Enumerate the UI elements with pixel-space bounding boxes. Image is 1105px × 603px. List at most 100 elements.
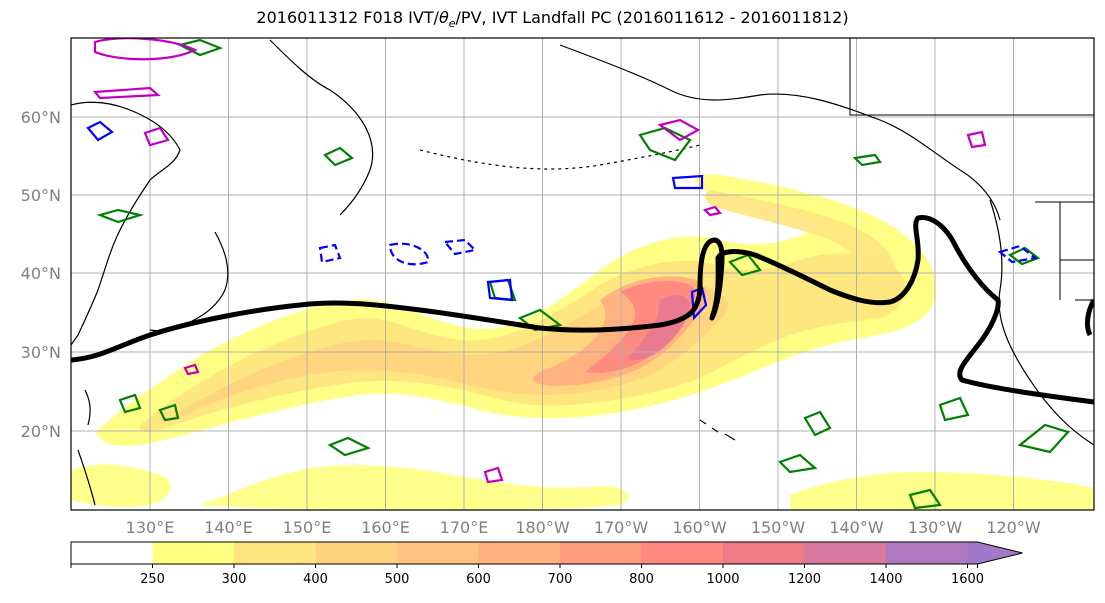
pv-positive-contour (143, 126, 170, 147)
colorbar-tick-label: 800 (629, 572, 654, 587)
colorbar-segment (723, 542, 805, 564)
pv-negative-contour (442, 238, 478, 256)
pv-negative-contour (486, 278, 514, 302)
colorbar-tick-label: 1600 (951, 572, 984, 587)
kamchatka-coastline (269, 39, 374, 216)
longitude-label: 120°W (986, 518, 1041, 537)
taiwan-philippines (77, 389, 96, 506)
map-background (71, 38, 1094, 510)
latitude-label: 50°N (21, 186, 61, 205)
political-boundaries (849, 38, 1094, 301)
latitude-label: 30°N (21, 343, 61, 362)
colorbar-tick-label: 250 (140, 572, 165, 587)
theta-e-contour (96, 208, 145, 224)
pv-positive-contour (657, 118, 701, 142)
latitude-label: 20°N (21, 422, 61, 441)
longitude-label: 150°W (751, 518, 806, 537)
colorbar-segment (152, 542, 235, 564)
longitude-label: 160°W (672, 518, 727, 537)
longitude-labels: 130°E 140°E 150°E 160°E 170°E 180°W 170°W 160°W… (126, 518, 1041, 537)
figure-title: 2016011312 F018 IVT/θe/PV, IVT Landfall … (0, 8, 1105, 30)
ivt-southern-strip-east (790, 471, 1094, 510)
colorbar-segment (641, 542, 724, 564)
title-theta: θ (438, 8, 449, 27)
latitude-label: 60°N (21, 108, 61, 127)
ivt-northern-ribbon (705, 190, 899, 312)
colorbar-segment (234, 542, 316, 564)
colorbar-tick-label: 1200 (788, 572, 821, 587)
longitude-label: 140°E (204, 518, 253, 537)
colorbar-segment (886, 542, 968, 564)
coastlines (71, 39, 1094, 506)
colorbar-tick-label: 600 (466, 572, 491, 587)
longitude-label: 140°W (829, 518, 884, 537)
colorbar-segment (478, 542, 561, 564)
theta-e-contour (777, 453, 818, 474)
longitude-label: 170°E (440, 518, 489, 537)
landfall-pc-contour (71, 214, 1094, 405)
pv-negative-contour (318, 243, 342, 264)
theta-e-contour (327, 436, 371, 457)
theta-e-contour (938, 396, 970, 422)
colorbar-extend-arrow (967, 542, 1023, 564)
us-state-lines (1059, 202, 1094, 301)
colorbar: 250 300 400 500 600 700 800 1000 1200 1400 1600 (70, 541, 1023, 587)
theta-e-contour (323, 146, 355, 167)
theta-e-contour (118, 393, 142, 414)
pv-positive-contour (966, 130, 987, 149)
asia-coastline (71, 101, 181, 346)
longitude-label: 160°E (361, 518, 410, 537)
theta-e-contour (158, 403, 180, 422)
graticule (71, 38, 1094, 510)
title-prefix: 2016011312 F018 IVT/ (256, 8, 439, 27)
pv-contours (86, 38, 1038, 484)
colorbar-tick-label: 1400 (869, 572, 902, 587)
title-suffix: /PV, IVT Landfall PC (2016011612 - 20160… (455, 8, 849, 27)
theta-e-contour (803, 410, 832, 437)
colorbar-tick-label: 300 (222, 572, 247, 587)
colorbar-segment (804, 542, 887, 564)
pv-positive-contour (183, 363, 200, 376)
theta-e-contour (1017, 423, 1070, 454)
hawaii-islands (699, 419, 736, 441)
longitude-label: 180°W (515, 518, 570, 537)
colorbar-tick-label: 500 (385, 572, 410, 587)
canada-boundary (849, 38, 1094, 116)
pv-negative-contour (671, 174, 704, 190)
latitude-labels: 60°N 50°N 40°N 30°N 20°N (21, 108, 61, 441)
theta-e-contour (728, 253, 762, 277)
colorbar-segment (71, 542, 153, 564)
pv-positive-contour (92, 86, 161, 100)
colorbar-segment (315, 542, 398, 564)
latitude-label: 40°N (21, 264, 61, 283)
north-america-coastline (989, 199, 1094, 446)
longitude-label: 170°W (594, 518, 649, 537)
theta-e-contour (908, 488, 942, 510)
map-frame (70, 37, 1095, 511)
theta-e-contour (1007, 246, 1041, 266)
colorbar-segment (397, 542, 479, 564)
colorbar-tick-label: 400 (303, 572, 328, 587)
colorbar-outline (70, 541, 1023, 565)
aleutian-islands (419, 144, 701, 170)
longitude-label: 130°W (908, 518, 963, 537)
landfall-pc-line (71, 214, 1094, 405)
theta-e-contour (638, 126, 692, 162)
landfall-pc-line-east (1084, 298, 1094, 337)
title-theta-subscript: e (448, 17, 456, 31)
pv-negative-contour (86, 120, 114, 142)
colorbar-segment (560, 542, 642, 564)
ivt-western-strip (71, 464, 171, 508)
colorbar-tick-label: 700 (548, 572, 573, 587)
theta-e-contour (852, 153, 882, 167)
pv-negative-contour (997, 244, 1038, 264)
longitude-label: 130°E (126, 518, 175, 537)
pv-negative-contour (388, 242, 430, 266)
ivt-band-400 (170, 281, 729, 419)
pv-positive-contour (483, 466, 504, 484)
alaska-coastline (559, 44, 1001, 221)
colorbar-tick-label: 1000 (706, 572, 739, 587)
longitude-label: 150°E (283, 518, 332, 537)
